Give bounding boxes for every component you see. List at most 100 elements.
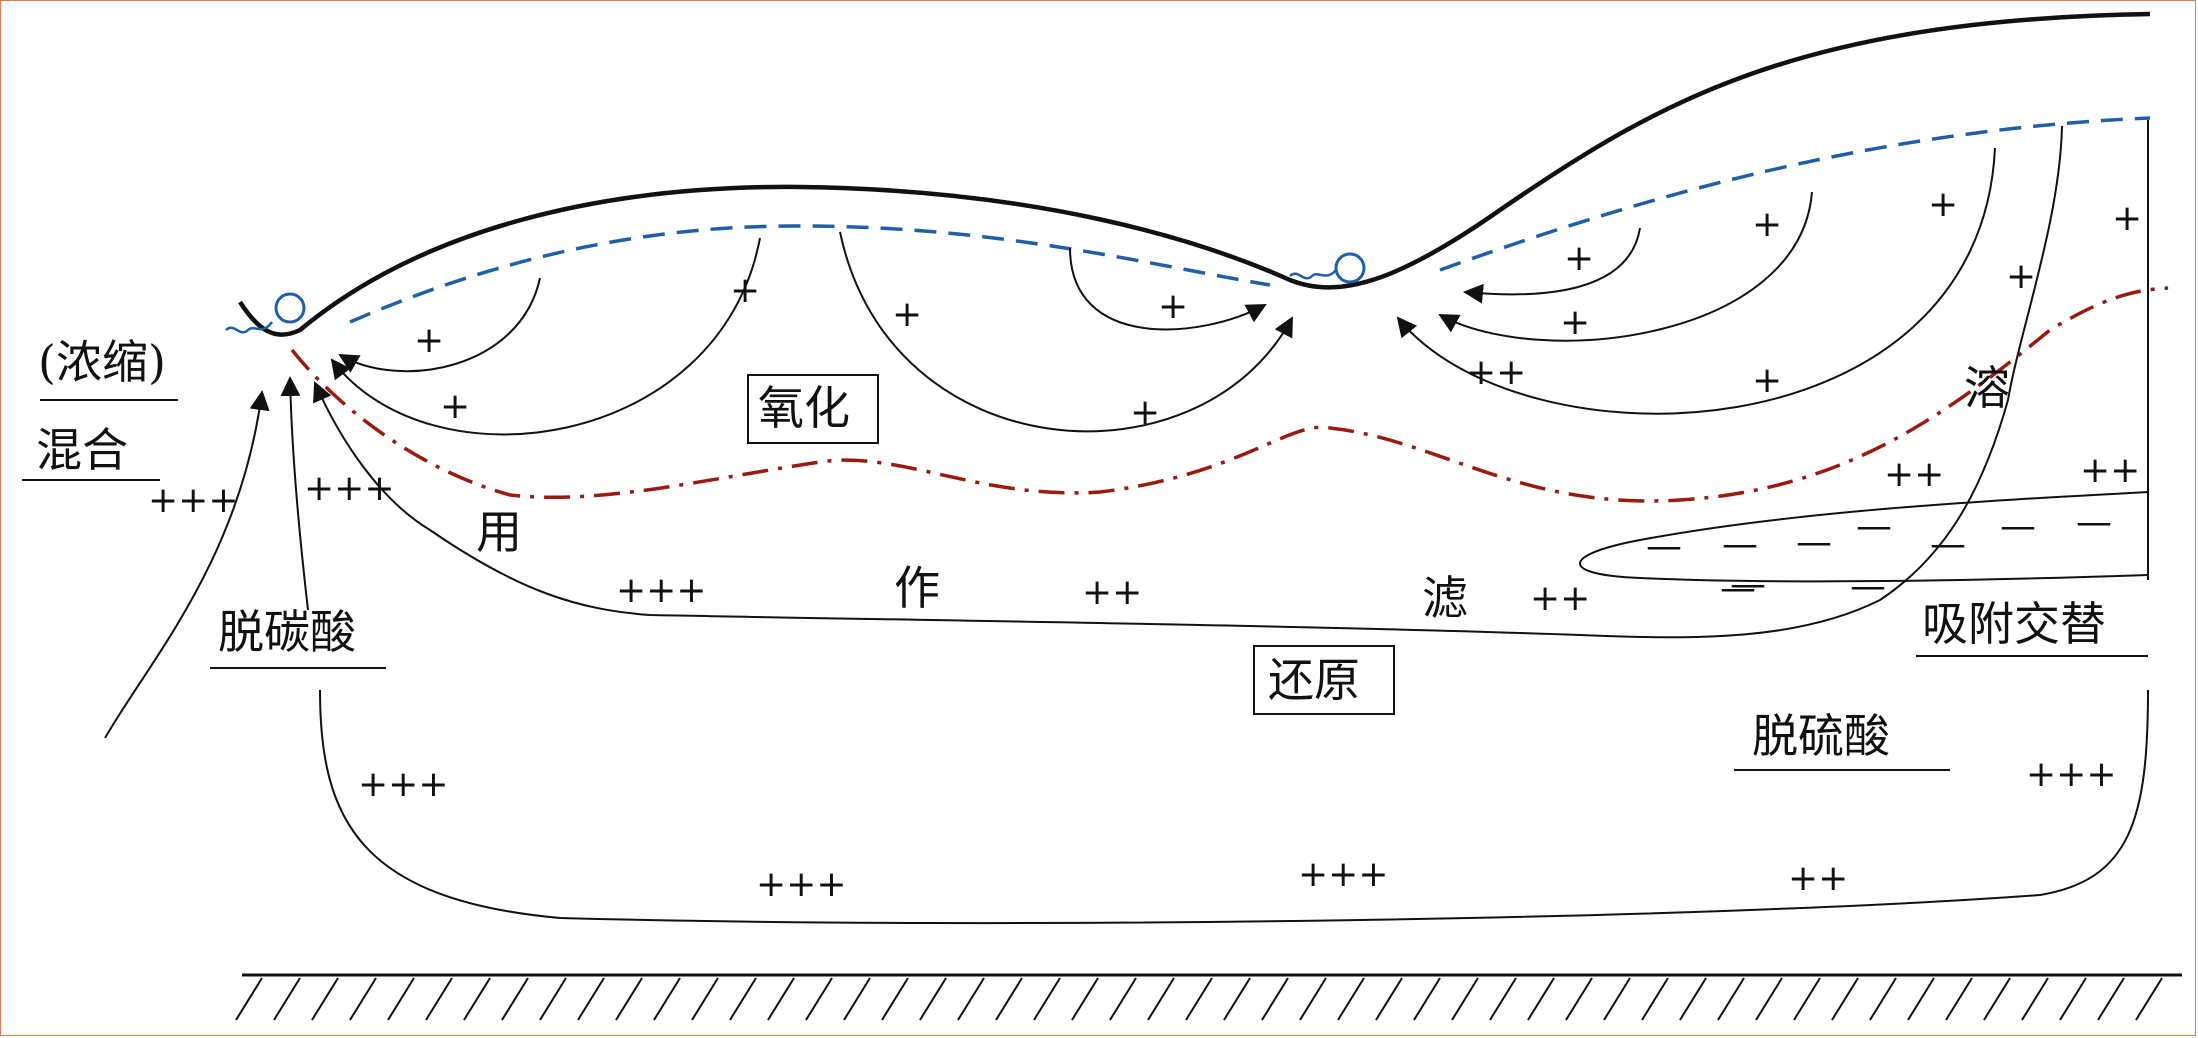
redox-boundary-line [290, 286, 2169, 503]
label-leaching-char-3: 滤 [1422, 571, 1468, 625]
hatch-mark [1185, 977, 1213, 1021]
sign-minus: — [1730, 564, 1766, 605]
sign-plus: + [892, 294, 922, 335]
sign-double-plus: ++ [1530, 578, 1590, 619]
hatch-mark [311, 977, 339, 1021]
hatch-mark [2135, 977, 2163, 1021]
hatch-mark [577, 977, 605, 1021]
sign-minus: — [2076, 502, 2112, 543]
hatch-mark [425, 977, 453, 1021]
label-desulfation: 脱硫酸 [1752, 709, 1890, 763]
flow-line-right-2 [1438, 191, 1813, 342]
sign-double-plus: ++ [1884, 454, 1944, 495]
label-leaching-char-2: 作 [894, 561, 940, 615]
hatch-mark [1337, 977, 1365, 1021]
label-concentrate: (浓缩) [38, 335, 166, 389]
hatch-mark [1109, 977, 1137, 1021]
hatch-mark [1603, 977, 1631, 1021]
hatch-mark [1717, 977, 1745, 1021]
deep-regional-flow [319, 689, 2149, 925]
sign-plus: + [1752, 204, 1782, 245]
hatch-mark [615, 977, 643, 1021]
hatch-mark [1945, 977, 1973, 1021]
sign-minus: — [1856, 506, 1892, 547]
sign-plus: + [1928, 184, 1958, 225]
label-mixing: 混合 [36, 423, 128, 477]
ground-surface-line [238, 11, 2151, 337]
sign-plus: + [2006, 256, 2036, 297]
label-leaching-char-1: 用 [476, 505, 522, 559]
label-reduction: 还原 [1268, 653, 1360, 707]
hatch-mark [1831, 977, 1859, 1021]
hatch-mark [995, 977, 1023, 1021]
flow-line-right-3 [1396, 147, 1996, 415]
sign-double-plus: ++ [1466, 352, 1526, 393]
sign-minus: — [1722, 524, 1758, 565]
deep-inflow-arrow-2 [280, 376, 309, 611]
sign-triple-plus: +++ [616, 570, 707, 611]
hatch-mark [273, 977, 301, 1021]
sign-minus: — [1796, 522, 1832, 563]
sign-double-plus: ++ [1082, 572, 1142, 613]
hatch-mark [1071, 977, 1099, 1021]
hatch-mark [501, 977, 529, 1021]
sign-plus: + [1130, 392, 1160, 433]
hatch-mark [1033, 977, 1061, 1021]
sign-plus: + [1752, 360, 1782, 401]
hatch-mark [1641, 977, 1669, 1021]
flow-line-central-2 [1069, 247, 1267, 331]
hatch-mark [1147, 977, 1175, 1021]
flow-line-left-local-1 [338, 277, 541, 373]
sign-minus: — [1850, 566, 1886, 607]
hatch-mark [1907, 977, 1935, 1021]
sign-minus: — [2000, 506, 2036, 547]
label-oxidation: 氧化 [758, 381, 850, 435]
hatch-mark [805, 977, 833, 1021]
hatch-mark [881, 977, 909, 1021]
hatch-mark [957, 977, 985, 1021]
hatch-mark [1489, 977, 1517, 1021]
hatch-mark [1527, 977, 1555, 1021]
hatch-mark [843, 977, 871, 1021]
deep-inflow-arrow-1 [104, 390, 270, 739]
label-oxidation-box [747, 374, 879, 444]
hatch-mark [1983, 977, 2011, 1021]
hatch-mark [1869, 977, 1897, 1021]
hatch-mark [767, 977, 795, 1021]
sign-triple-plus: +++ [148, 480, 239, 521]
sign-plus: + [2112, 198, 2142, 239]
regional-flow-envelope [429, 125, 2063, 639]
impermeable-base-hatch [235, 977, 2163, 1021]
sign-plus: + [1158, 286, 1188, 327]
sign-plus: + [1560, 302, 1590, 343]
sign-plus: + [1564, 238, 1594, 279]
hatch-mark [235, 977, 263, 1021]
hatch-mark [1223, 977, 1251, 1021]
sign-plus: + [414, 320, 444, 361]
hatch-mark [1755, 977, 1783, 1021]
flow-line-central-1 [839, 231, 1293, 433]
flow-line-left-local-2 [330, 237, 761, 436]
hatch-mark [1793, 977, 1821, 1021]
sign-triple-plus: +++ [1298, 854, 1389, 895]
sign-minus: — [1646, 526, 1682, 567]
sign-minus: — [1930, 524, 1966, 565]
hatch-mark [691, 977, 719, 1021]
label-dissolution: 溶 [1964, 361, 2010, 415]
hatch-mark [1261, 977, 1289, 1021]
sign-double-plus: ++ [1788, 858, 1848, 899]
hatch-mark [349, 977, 377, 1021]
hatch-mark [1451, 977, 1479, 1021]
label-reduction-box [1253, 645, 1395, 715]
hatch-mark [539, 977, 567, 1021]
label-decarbonation: 脱碳酸 [218, 605, 356, 659]
sign-triple-plus: +++ [304, 468, 395, 509]
hatch-mark [463, 977, 491, 1021]
hatch-mark [919, 977, 947, 1021]
hatch-mark [653, 977, 681, 1021]
sign-minus: — [1720, 568, 1756, 609]
hatch-mark [1375, 977, 1403, 1021]
hatch-mark [1565, 977, 1593, 1021]
